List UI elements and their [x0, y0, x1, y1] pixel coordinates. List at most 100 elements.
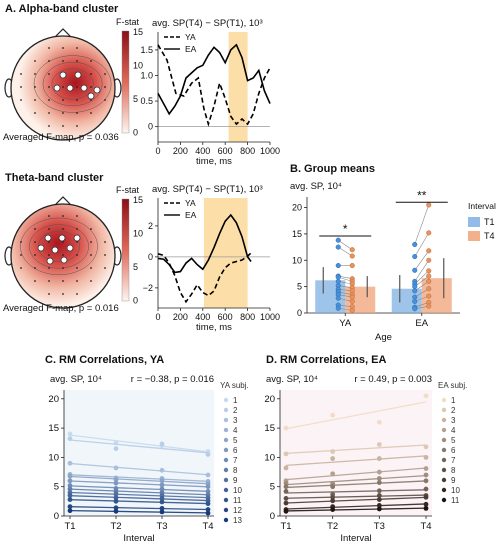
contour-line: [33, 55, 112, 113]
legend-label-ya: YA: [185, 32, 196, 42]
rm-correlation-ea-chart: avg. SP, 10⁴ r = 0.49, p = 0.00305101520T…: [264, 374, 467, 544]
subject-point: [113, 505, 119, 511]
electrode: [34, 99, 36, 101]
subject-link: [414, 250, 429, 271]
electrode: [62, 293, 64, 295]
bar-ea-t1: [391, 288, 422, 313]
electrode: [34, 60, 36, 62]
x-tick-label: 400: [195, 312, 210, 322]
subject-point: [283, 425, 289, 431]
electrode: [48, 254, 50, 256]
subject-fit-line: [285, 496, 427, 504]
subject-fit-line: [285, 503, 427, 510]
colorbar-tick-label: 5: [133, 262, 138, 272]
subject-point: [113, 480, 119, 486]
cluster-electrode: [53, 84, 61, 92]
electrode: [62, 241, 64, 243]
subject-dot-t4: [426, 230, 432, 236]
legend-label: 11: [451, 496, 460, 505]
subject-point: [423, 478, 429, 484]
subject-point: [67, 483, 73, 488]
y-axis-label: avg. SP, 10⁴: [266, 374, 318, 385]
electrode: [20, 254, 22, 256]
head-outline: [10, 203, 116, 309]
electrode: [76, 280, 78, 282]
electrode: [48, 47, 50, 49]
x-tick-label: 1000: [260, 146, 280, 156]
legend-label: 2: [451, 406, 456, 415]
electrode: [76, 125, 78, 127]
legend-label-ya: YA: [185, 198, 196, 208]
subject-link: [338, 239, 353, 250]
legend-label: 4: [451, 426, 456, 435]
subject-point: [330, 498, 336, 504]
subject-link: [414, 288, 429, 298]
y-tick-label: 20: [48, 394, 59, 405]
electrode: [34, 241, 36, 243]
subject-point: [376, 493, 382, 498]
legend-swatch: [441, 417, 447, 423]
chart-title: avg. SP(T4) − SP(T1), 10³: [152, 18, 263, 29]
x-tick-label: 400: [195, 146, 210, 156]
electrode: [76, 293, 78, 295]
colorbar: [121, 198, 130, 302]
subject-link: [414, 232, 430, 257]
subject-point: [67, 493, 73, 498]
legend-swatch: [441, 397, 447, 403]
head-outline: [10, 35, 116, 141]
subject-point: [423, 444, 429, 450]
theta-line-chart: avg. SP(T4) − SP(T1), 10³ −2 0 2 0 200 400 600 8…: [143, 184, 280, 333]
legend-label: 12: [233, 506, 242, 515]
legend-swatch: [441, 457, 447, 463]
subject-point: [159, 505, 165, 511]
legend-label: 9: [233, 476, 238, 485]
cluster-electrode: [73, 234, 81, 242]
stat-annotation: r = 0.49, p = 0.003: [354, 374, 432, 385]
legend-label: 1: [451, 396, 456, 405]
subject-point: [330, 507, 336, 512]
cluster-electrode: [60, 256, 68, 264]
x-tick-label: T3: [374, 521, 385, 532]
y-tick-label: 0: [148, 122, 153, 132]
x-axis-label: Age: [375, 332, 392, 343]
x-tick-label: 600: [218, 146, 233, 156]
y-axis-label: avg. SP, 10⁴: [50, 374, 102, 385]
subject-point: [423, 472, 429, 478]
subject-link: [414, 260, 429, 282]
electrode: [34, 73, 36, 75]
subject-dot-t4: [426, 257, 432, 263]
x-tick-label: YA: [339, 318, 352, 329]
subject-point: [67, 436, 73, 442]
x-tick-label: 0: [155, 312, 160, 322]
subject-point: [205, 472, 211, 478]
nose: [54, 196, 72, 206]
legend-label: 7: [451, 456, 456, 465]
subject-dot-t4: [426, 293, 432, 299]
electrode: [104, 73, 106, 75]
electrode: [48, 267, 50, 269]
electrode: [62, 112, 64, 114]
subject-dot-t1: [335, 278, 341, 284]
subject-dot-t4: [349, 247, 355, 253]
subject-point: [113, 498, 119, 504]
colorbar-tick-label: 0: [133, 296, 138, 306]
cluster-electrode: [66, 244, 74, 252]
subject-dot-t4: [426, 202, 432, 208]
legend-label: 2: [233, 406, 238, 415]
subject-dot-t4: [349, 294, 355, 300]
legend-label: 1: [233, 396, 238, 405]
subject-point: [205, 507, 211, 512]
subject-point: [423, 505, 429, 511]
subject-point: [283, 508, 289, 514]
subject-point: [376, 456, 382, 461]
electrode: [20, 86, 22, 88]
electrode: [76, 112, 78, 114]
subject-fit-line: [285, 494, 427, 499]
subject-point: [376, 419, 382, 425]
colorbar-tick-label: 0: [133, 128, 138, 138]
subject-dot-t1: [335, 295, 341, 301]
subject-point: [113, 495, 119, 501]
y-tick-label: 15: [48, 423, 59, 434]
legend-label-ea: EA: [185, 210, 197, 220]
subject-dot-t4: [426, 273, 432, 279]
